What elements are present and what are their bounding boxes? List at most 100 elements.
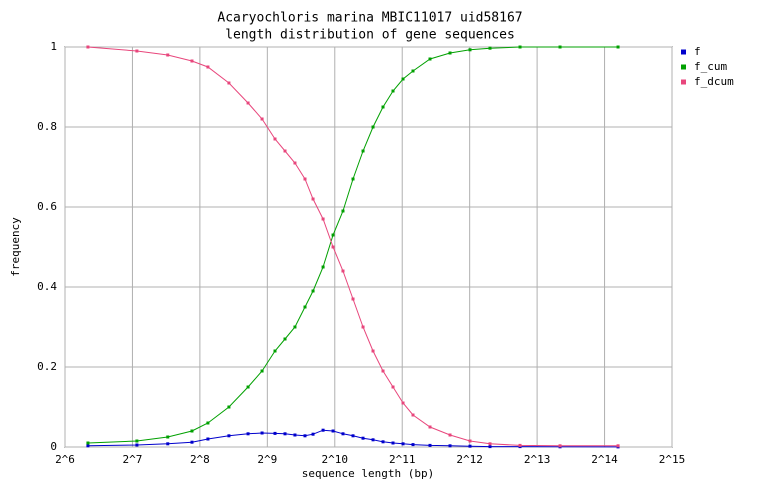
data-point — [260, 117, 264, 121]
data-point — [468, 48, 472, 52]
legend-label: f_cum — [694, 60, 727, 73]
series-line — [87, 46, 619, 444]
data-point — [321, 428, 325, 432]
y-tick-label: 0.8 — [37, 120, 57, 133]
data-point — [351, 434, 355, 438]
data-point — [190, 440, 194, 444]
data-point — [273, 137, 277, 141]
data-point — [190, 429, 194, 433]
data-point — [371, 438, 375, 442]
data-point — [518, 45, 522, 49]
legend-marker — [681, 64, 686, 70]
data-point — [190, 59, 194, 63]
y-tick-label: 0.6 — [37, 200, 57, 213]
data-point — [518, 443, 522, 447]
data-point — [311, 432, 315, 436]
y-axis-label: frequency — [9, 217, 22, 277]
data-point — [283, 149, 287, 153]
data-point — [341, 269, 345, 273]
data-point — [381, 369, 385, 373]
data-point — [227, 405, 231, 409]
data-point — [558, 45, 562, 49]
data-point — [488, 46, 492, 50]
data-point — [321, 217, 325, 221]
x-tick-label: 2^15 — [659, 453, 686, 466]
data-point — [361, 436, 365, 440]
data-point — [616, 45, 620, 49]
series-line — [87, 46, 619, 447]
y-tick-label: 0.2 — [37, 360, 57, 373]
chart-subtitle: length distribution of gene sequences — [225, 28, 515, 43]
data-point — [361, 325, 365, 329]
data-point — [488, 442, 492, 446]
data-point — [428, 443, 432, 447]
data-point — [135, 439, 139, 443]
data-point — [246, 385, 250, 389]
data-point — [273, 431, 277, 435]
data-point — [448, 51, 452, 55]
data-point — [448, 444, 452, 448]
data-point — [391, 385, 395, 389]
data-point — [401, 77, 405, 81]
legend-marker — [681, 79, 686, 85]
data-point — [283, 432, 287, 436]
data-point — [293, 433, 297, 437]
data-point — [135, 443, 139, 447]
data-point — [411, 413, 415, 417]
x-tick-label: 2^14 — [591, 453, 618, 466]
data-point — [428, 57, 432, 61]
data-point — [293, 161, 297, 165]
legend-label: f_dcum — [694, 75, 734, 88]
data-point — [331, 429, 335, 433]
series-line — [87, 429, 619, 448]
data-point — [468, 444, 472, 448]
x-tick-label: 2^8 — [190, 453, 210, 466]
data-point — [206, 437, 210, 441]
data-point — [341, 432, 345, 436]
data-point — [206, 421, 210, 425]
x-tick-label: 2^6 — [55, 453, 75, 466]
data-point — [331, 233, 335, 237]
data-point — [273, 349, 277, 353]
data-point — [411, 69, 415, 73]
data-point — [468, 439, 472, 443]
data-point — [411, 443, 415, 447]
data-point — [401, 442, 405, 446]
legend-marker — [681, 49, 686, 55]
x-tick-label: 2^12 — [456, 453, 483, 466]
data-point — [246, 432, 250, 436]
data-point — [166, 435, 170, 439]
data-point — [351, 297, 355, 301]
data-point — [311, 197, 315, 201]
data-point — [311, 289, 315, 293]
data-point — [321, 265, 325, 269]
data-point — [351, 177, 355, 181]
x-tick-label: 2^13 — [524, 453, 551, 466]
y-tick-label: 0.4 — [37, 280, 57, 293]
data-point — [206, 65, 210, 69]
data-point — [381, 440, 385, 444]
y-tick-label: 0 — [50, 440, 57, 453]
x-tick-label: 2^9 — [257, 453, 277, 466]
data-point — [260, 431, 264, 435]
data-point — [86, 444, 90, 448]
data-point — [135, 49, 139, 53]
data-point — [341, 209, 345, 213]
data-point — [86, 45, 90, 49]
data-point — [246, 101, 250, 105]
data-point — [293, 325, 297, 329]
data-point — [558, 444, 562, 448]
data-point — [227, 81, 231, 85]
y-tick-label: 1 — [50, 40, 57, 53]
data-point — [391, 89, 395, 93]
x-axis-label: sequence length (bp) — [302, 467, 434, 480]
data-point — [303, 434, 307, 438]
data-point — [428, 425, 432, 429]
chart-title: Acaryochloris marina MBIC11017 uid58167 — [217, 11, 522, 26]
data-point — [361, 149, 365, 153]
x-tick-label: 2^11 — [389, 453, 416, 466]
data-point — [488, 445, 492, 449]
data-point — [371, 125, 375, 129]
